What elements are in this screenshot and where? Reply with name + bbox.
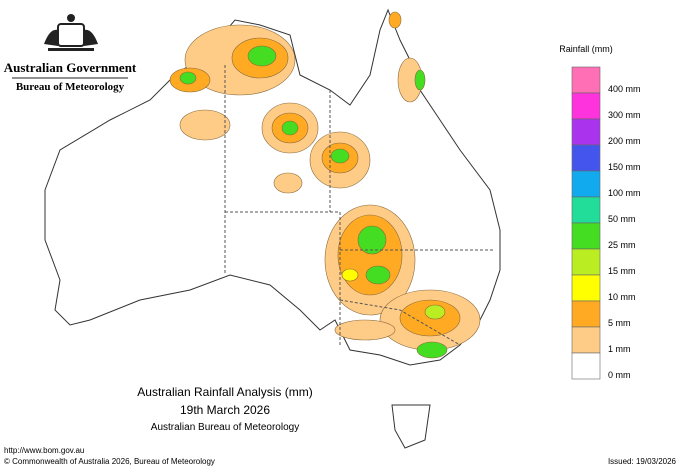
legend-swatch xyxy=(571,144,601,172)
legend-swatch xyxy=(571,300,601,328)
legend-swatch xyxy=(571,92,601,120)
legend-swatch xyxy=(571,118,601,146)
legend-title: Rainfall (mm) xyxy=(559,44,613,54)
legend-label: 10 mm xyxy=(608,292,636,302)
legend-label: 25 mm xyxy=(608,240,636,250)
map-title: Australian Rainfall Analysis (mm) xyxy=(137,385,312,399)
government-name: Australian Government xyxy=(4,60,137,75)
map-date: 19th March 2026 xyxy=(180,403,270,417)
legend-label: 0 mm xyxy=(608,370,631,380)
legend-label: 15 mm xyxy=(608,266,636,276)
legend-swatch xyxy=(571,196,601,224)
legend-label: 150 mm xyxy=(608,162,641,172)
legend-label: 100 mm xyxy=(608,188,641,198)
state-borders xyxy=(224,65,495,346)
legend-swatch xyxy=(571,248,601,276)
emblem xyxy=(44,14,98,51)
legend-label: 200 mm xyxy=(608,136,641,146)
legend: 400 mm 300 mm 200 mm 150 mm 100 mm 50 mm 25 mm… xyxy=(571,66,641,380)
footer-copyright: © Commonwealth of Australia 2026, Bureau… xyxy=(4,457,215,466)
legend-swatch xyxy=(571,66,601,94)
footer-url: http://www.bom.gov.au xyxy=(4,446,84,455)
legend-label: 1 mm xyxy=(608,344,631,354)
tasmania xyxy=(391,404,431,449)
legend-label: 300 mm xyxy=(608,110,641,120)
map-source: Australian Bureau of Meteorology xyxy=(151,422,299,433)
legend-swatch xyxy=(571,274,601,302)
legend-swatch xyxy=(571,170,601,198)
legend-label: 400 mm xyxy=(608,84,641,94)
footer-issued: Issued: 19/03/2026 xyxy=(608,457,677,466)
legend-swatch xyxy=(571,352,601,380)
legend-label: 5 mm xyxy=(608,318,631,328)
legend-swatch xyxy=(571,326,601,354)
legend-swatch xyxy=(571,222,601,250)
bureau-name: Bureau of Meteorology xyxy=(16,81,125,93)
rainfall-areas xyxy=(169,11,481,359)
legend-label: 50 mm xyxy=(608,214,636,224)
